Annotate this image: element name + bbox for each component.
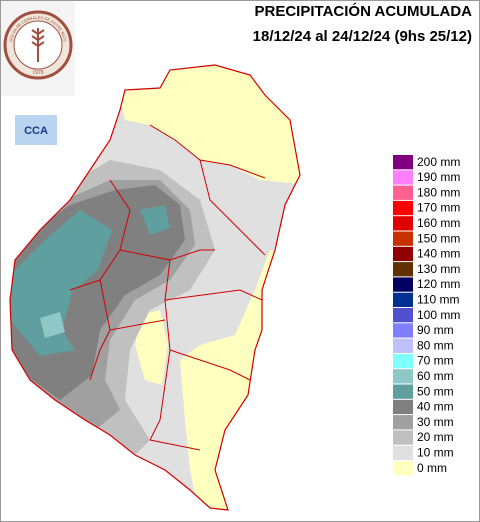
legend-label: 130 mm [417,262,460,276]
legend-swatch [393,170,413,185]
logo-wheat [31,28,45,62]
legend-swatch [393,246,413,262]
legend-label: 200 mm [417,155,460,169]
badge-bg [15,115,57,145]
legend-swatch [393,185,413,200]
legend-label: 180 mm [417,185,460,199]
legend-label: 120 mm [417,277,460,291]
zone-0mm-center [135,310,168,385]
legend-label: 110 mm [417,293,459,307]
zone-0mm-north [110,65,300,185]
legend-label: 70 mm [417,354,454,368]
legend-swatch [393,384,413,399]
legend-swatch [393,415,413,430]
zone-50mm-west [10,210,112,356]
legend-label: 10 mm [417,446,454,460]
legend-swatch [393,231,413,246]
legend-label: 80 mm [417,338,454,352]
legend-label: 160 mm [417,216,460,230]
legend-label: 0 mm [417,461,447,475]
zone-50mm-north [140,205,170,235]
legend-label: 90 mm [417,323,454,337]
legend-swatch [393,308,413,323]
title-line2: 18/12/24 al 24/12/24 (9hs 25/12) [253,28,472,45]
legend-swatch [393,292,413,307]
badge-text: CCA [24,125,48,137]
legend-swatch [393,216,413,231]
legend-swatch [393,445,413,460]
title-line1: PRECIPITACIÓN ACUMULADA [255,2,473,20]
legend-swatch [393,200,413,216]
legend-swatch [393,353,413,369]
legend-label: 190 mm [417,170,460,184]
zone-60mm [40,312,65,338]
legend-label: 100 mm [417,308,460,322]
logo-year: 1978 [32,70,43,76]
legend-swatch [393,369,413,384]
legend-label: 140 mm [417,247,460,261]
logo: BOLSA DE CEREALES DE ENTRE RIOS 1978 [1,1,75,96]
legend-swatch [393,277,413,292]
legend-label: 60 mm [417,369,454,383]
legend-swatch [393,155,413,170]
department-borders [69,124,266,451]
legend-label: 20 mm [417,430,454,444]
legend-swatch [393,338,413,353]
legend-swatch [393,430,413,445]
legend-swatch [393,323,413,338]
legend-label: 30 mm [417,415,454,429]
legend-label: 50 mm [417,384,454,398]
legend-swatch [393,262,413,277]
legend-label: 170 mm [417,201,460,215]
legend-swatch [393,461,413,476]
legend-label: 40 mm [417,400,454,414]
legend-swatch [393,399,413,415]
legend-label: 150 mm [417,231,460,245]
